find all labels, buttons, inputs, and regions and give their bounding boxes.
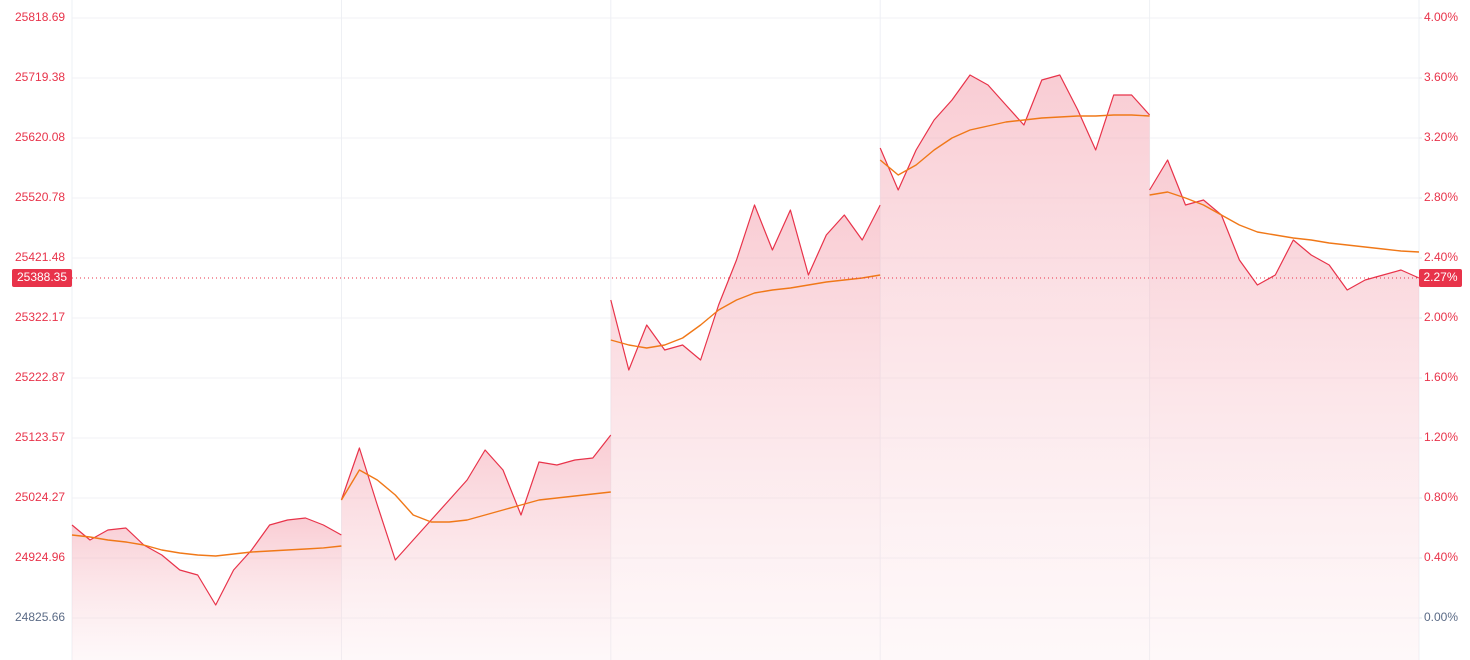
labels: 24825.66 24924.96 25024.27 25123.57 25222.87… (12, 10, 1462, 624)
y-tick-label: 25024.27 (15, 490, 65, 504)
average-line (879, 114, 1150, 176)
y-tick-label: 25322.17 (15, 310, 65, 324)
current-price-label: 25388.35 (17, 270, 67, 284)
average-line (71, 534, 342, 557)
y2-tick-label: 1.20% (1424, 430, 1458, 444)
price-line (610, 204, 881, 371)
price-area (72, 518, 342, 660)
price-area (341, 435, 611, 660)
price-area (610, 205, 881, 660)
y2-tick-label: 0.00% (1424, 610, 1458, 624)
current-change-label: 2.27% (1423, 270, 1457, 284)
y2-tick-label: 2.40% (1424, 250, 1458, 264)
price-line (1149, 159, 1420, 291)
price-area (1149, 160, 1419, 660)
y-tick-label: 25719.38 (15, 70, 65, 84)
y2-tick-label: 0.80% (1424, 490, 1458, 504)
y2-tick-label: 3.60% (1424, 70, 1458, 84)
y2-tick-label: 2.80% (1424, 190, 1458, 204)
y-tick-label: 25222.87 (15, 370, 65, 384)
y2-tick-label: 0.40% (1424, 550, 1458, 564)
price-line (879, 74, 1151, 191)
average-line (1149, 191, 1420, 253)
y2-tick-label: 3.20% (1424, 130, 1458, 144)
y2-tick-label: 2.00% (1424, 310, 1458, 324)
y-tick-label: 25818.69 (15, 10, 65, 24)
y-tick-label: 25421.48 (15, 250, 65, 264)
y-tick-label: 25520.78 (15, 190, 65, 204)
average-line (610, 274, 881, 349)
y2-tick-label: 4.00% (1424, 10, 1458, 24)
y-tick-label: 25123.57 (15, 430, 65, 444)
price-line (340, 434, 612, 561)
average-line (340, 469, 611, 523)
current-price-badge (12, 269, 72, 288)
y2-tick-label: 1.60% (1424, 370, 1458, 384)
price-line (71, 517, 342, 606)
y-tick-label: 24825.66 (15, 610, 65, 624)
y-tick-label: 25620.08 (15, 130, 65, 144)
current-change-badge (1419, 269, 1462, 288)
price-area (880, 75, 1150, 660)
plot (71, 74, 1420, 660)
y-tick-label: 24924.96 (15, 550, 65, 564)
